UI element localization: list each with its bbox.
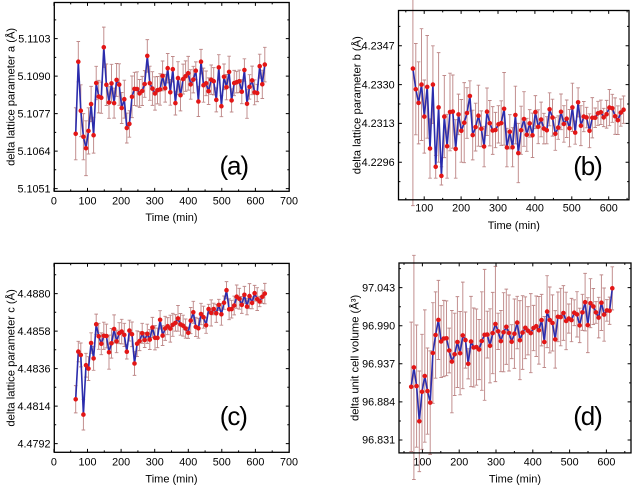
svg-text:(a): (a) <box>219 151 248 181</box>
svg-text:400: 400 <box>179 196 197 208</box>
svg-text:200: 200 <box>452 203 470 215</box>
svg-text:Time (min): Time (min) <box>145 212 197 224</box>
svg-text:delta lattice parameter a (Å): delta lattice parameter a (Å) <box>4 28 17 166</box>
svg-text:delta lattice parameter b (Å): delta lattice parameter b (Å) <box>350 36 363 174</box>
svg-text:500: 500 <box>213 457 231 469</box>
svg-text:96.937: 96.937 <box>362 359 395 371</box>
svg-text:97.043: 97.043 <box>362 282 395 294</box>
svg-text:400: 400 <box>179 457 197 469</box>
svg-text:100: 100 <box>78 457 96 469</box>
svg-text:5.1090: 5.1090 <box>17 71 50 83</box>
svg-text:700: 700 <box>280 457 298 469</box>
svg-text:(c): (c) <box>220 401 247 431</box>
svg-text:4.2313: 4.2313 <box>362 118 395 130</box>
svg-text:400: 400 <box>526 203 544 215</box>
svg-text:4.2296: 4.2296 <box>362 157 395 169</box>
svg-text:4.4836: 4.4836 <box>17 363 50 375</box>
svg-text:500: 500 <box>563 203 581 215</box>
svg-text:4.4792: 4.4792 <box>17 438 50 450</box>
svg-text:4.4814: 4.4814 <box>17 401 50 413</box>
svg-text:4.2330: 4.2330 <box>362 79 395 91</box>
svg-text:4.2347: 4.2347 <box>362 41 395 53</box>
svg-text:200: 200 <box>450 456 468 468</box>
svg-text:600: 600 <box>246 457 264 469</box>
svg-text:delta unit cell volume (Å³): delta unit cell volume (Å³) <box>348 295 361 421</box>
svg-text:5.1077: 5.1077 <box>17 108 50 120</box>
svg-text:700: 700 <box>280 196 298 208</box>
svg-text:300: 300 <box>487 456 505 468</box>
svg-text:600: 600 <box>246 196 264 208</box>
svg-text:100: 100 <box>78 196 96 208</box>
svg-text:4.4858: 4.4858 <box>17 326 50 338</box>
svg-text:4.4880: 4.4880 <box>17 288 50 300</box>
svg-text:Time (min): Time (min) <box>488 220 540 232</box>
svg-text:5.1064: 5.1064 <box>17 146 50 158</box>
svg-text:5.1103: 5.1103 <box>18 33 50 45</box>
svg-text:100: 100 <box>413 456 431 468</box>
svg-text:96.990: 96.990 <box>362 320 395 332</box>
svg-text:500: 500 <box>213 196 231 208</box>
svg-text:5.1051: 5.1051 <box>17 183 50 195</box>
svg-text:100: 100 <box>415 203 433 215</box>
svg-text:500: 500 <box>561 456 579 468</box>
svg-text:(d): (d) <box>573 401 602 431</box>
svg-text:300: 300 <box>146 196 164 208</box>
svg-text:0: 0 <box>51 196 57 208</box>
svg-text:600: 600 <box>600 203 618 215</box>
svg-text:0: 0 <box>51 457 57 469</box>
svg-text:200: 200 <box>112 457 130 469</box>
svg-text:96.884: 96.884 <box>362 397 395 409</box>
svg-text:300: 300 <box>489 203 507 215</box>
svg-text:Time (min): Time (min) <box>145 473 197 485</box>
svg-text:400: 400 <box>524 456 542 468</box>
svg-text:Time (min): Time (min) <box>489 474 541 486</box>
svg-text:200: 200 <box>112 196 130 208</box>
svg-text:96.831: 96.831 <box>362 435 395 447</box>
svg-text:delta lattice parameter c (Å): delta lattice parameter c (Å) <box>4 289 17 427</box>
svg-text:(b): (b) <box>573 151 602 181</box>
svg-text:300: 300 <box>146 457 164 469</box>
svg-text:600: 600 <box>597 456 615 468</box>
